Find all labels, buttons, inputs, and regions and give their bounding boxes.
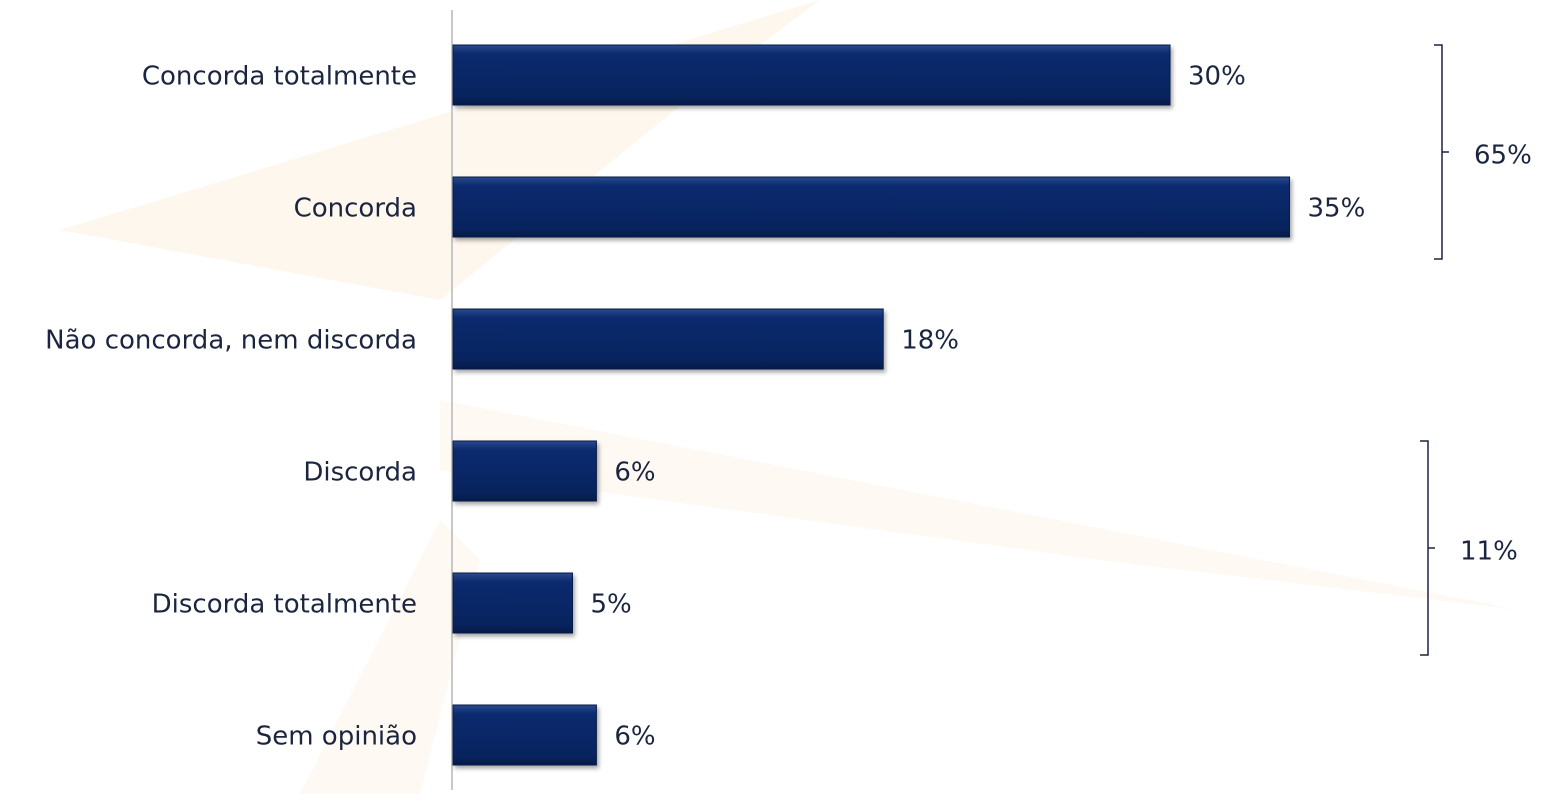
bracket: [1420, 440, 1435, 656]
bracket-label: 11%: [1460, 537, 1518, 567]
bracket: [1434, 44, 1449, 260]
value-label: 6%: [614, 722, 655, 752]
bar: [452, 308, 884, 370]
value-label: 30%: [1188, 62, 1246, 92]
bar: [452, 572, 573, 634]
value-label: 5%: [591, 590, 632, 620]
bracket-label: 65%: [1474, 141, 1532, 171]
value-label: 35%: [1308, 194, 1366, 224]
value-label: 6%: [614, 458, 655, 488]
bar: [452, 176, 1290, 238]
category-label: Concorda: [294, 194, 417, 224]
bar: [452, 440, 597, 502]
bar: [452, 44, 1171, 106]
bar: [452, 704, 597, 766]
category-label: Discorda: [303, 458, 417, 488]
category-label: Discorda totalmente: [152, 590, 417, 620]
category-label: Sem opinião: [256, 722, 417, 752]
category-label: Não concorda, nem discorda: [45, 326, 417, 356]
value-label: 18%: [901, 326, 959, 356]
category-label: Concorda totalmente: [142, 62, 417, 92]
background-swoosh: [60, 0, 1520, 794]
